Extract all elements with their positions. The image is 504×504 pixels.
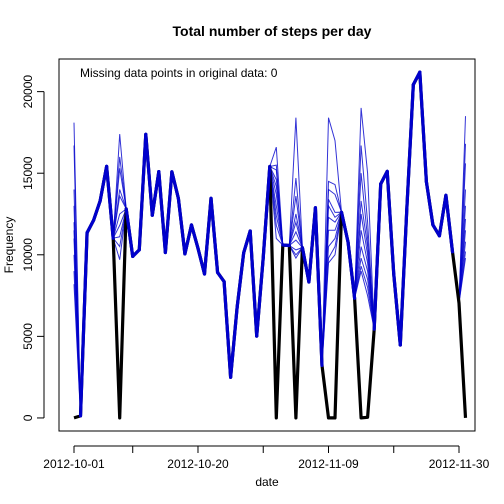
y-tick-label-2: 10000 (21, 238, 35, 272)
shared-segment-54 (424, 180, 435, 227)
y-axis: 0 5000 10000 15000 20000 (21, 75, 45, 421)
y-tick-label-3: 15000 (21, 156, 35, 190)
x-tick-label-2: 2012-11-09 (298, 457, 359, 471)
shared-segment-27 (248, 229, 259, 338)
y-tick-label-4: 20000 (21, 75, 35, 109)
y-tick-label-1: 5000 (21, 323, 35, 350)
shared-segment-3 (91, 199, 102, 222)
imputed-series-line-3 (73, 70, 466, 416)
y-tick-label-0: 0 (21, 414, 35, 421)
shared-segment-37 (313, 206, 324, 368)
shared-segment-11 (144, 132, 154, 217)
shared-segment-48 (385, 169, 396, 276)
shared-segment-12 (150, 170, 161, 217)
chart-title: Total number of steps per day (173, 23, 372, 39)
shared-segment-57 (444, 193, 455, 254)
imputed-series-line-1 (73, 70, 466, 416)
shared-segment-21 (209, 196, 220, 275)
shared-segment-23 (222, 280, 233, 379)
x-axis-label: date (255, 475, 279, 489)
annotation-text: Missing data points in original data: 0 (80, 66, 278, 80)
y-axis-label: Frequency (2, 217, 16, 274)
imputed-series-line-10 (73, 70, 466, 416)
imputed-series-line-8 (73, 70, 466, 416)
shared-segment-4 (98, 164, 109, 203)
x-tick-label-1: 2012-10-20 (167, 457, 229, 471)
shared-segment-2 (85, 218, 96, 235)
imputed-series-line-6 (73, 70, 466, 416)
shared-segment-22 (215, 270, 226, 284)
shared-segment-20 (202, 196, 213, 276)
imputed-series-line-7 (73, 70, 466, 416)
shared-segment-46 (372, 182, 383, 331)
imputed-series-line-2 (73, 70, 466, 416)
shared-segment-42 (346, 240, 357, 300)
shared-segment-56 (437, 193, 448, 238)
x-tick-label-0: 2012-10-01 (43, 457, 105, 471)
imputed-series-line-5 (73, 70, 466, 416)
shared-segment-29 (261, 164, 272, 260)
shared-segment-51 (405, 83, 415, 211)
shared-segment-5 (105, 164, 115, 240)
original-series-group (73, 70, 468, 420)
shared-segment-15 (170, 170, 181, 201)
imputed-series-line-9 (73, 70, 466, 416)
shared-segment-14 (163, 170, 174, 255)
shared-segment-25 (235, 251, 246, 309)
shared-segment-28 (255, 256, 265, 338)
imputed-series-line-4 (73, 70, 466, 416)
shared-segment-13 (157, 170, 167, 255)
shared-segment-17 (183, 223, 194, 256)
shared-segment-1 (78, 231, 89, 418)
plot-frame (58, 58, 476, 432)
shared-segment-8 (124, 207, 135, 259)
shared-segment-16 (176, 196, 187, 256)
shared-segment-41 (339, 210, 350, 244)
shared-segment-50 (398, 207, 409, 347)
shared-segment-10 (137, 132, 148, 252)
shared-segment-18 (189, 223, 200, 250)
shared-segment-49 (392, 272, 402, 347)
imputed-series-group (73, 70, 466, 416)
shared-segment-24 (229, 305, 239, 379)
x-tick-label-3: 2012-11-30 (429, 457, 490, 471)
shared-segment-53 (418, 70, 428, 184)
x-axis: 2012-10-01 2012-10-20 2012-11-09 2012-11-30 (43, 445, 490, 471)
